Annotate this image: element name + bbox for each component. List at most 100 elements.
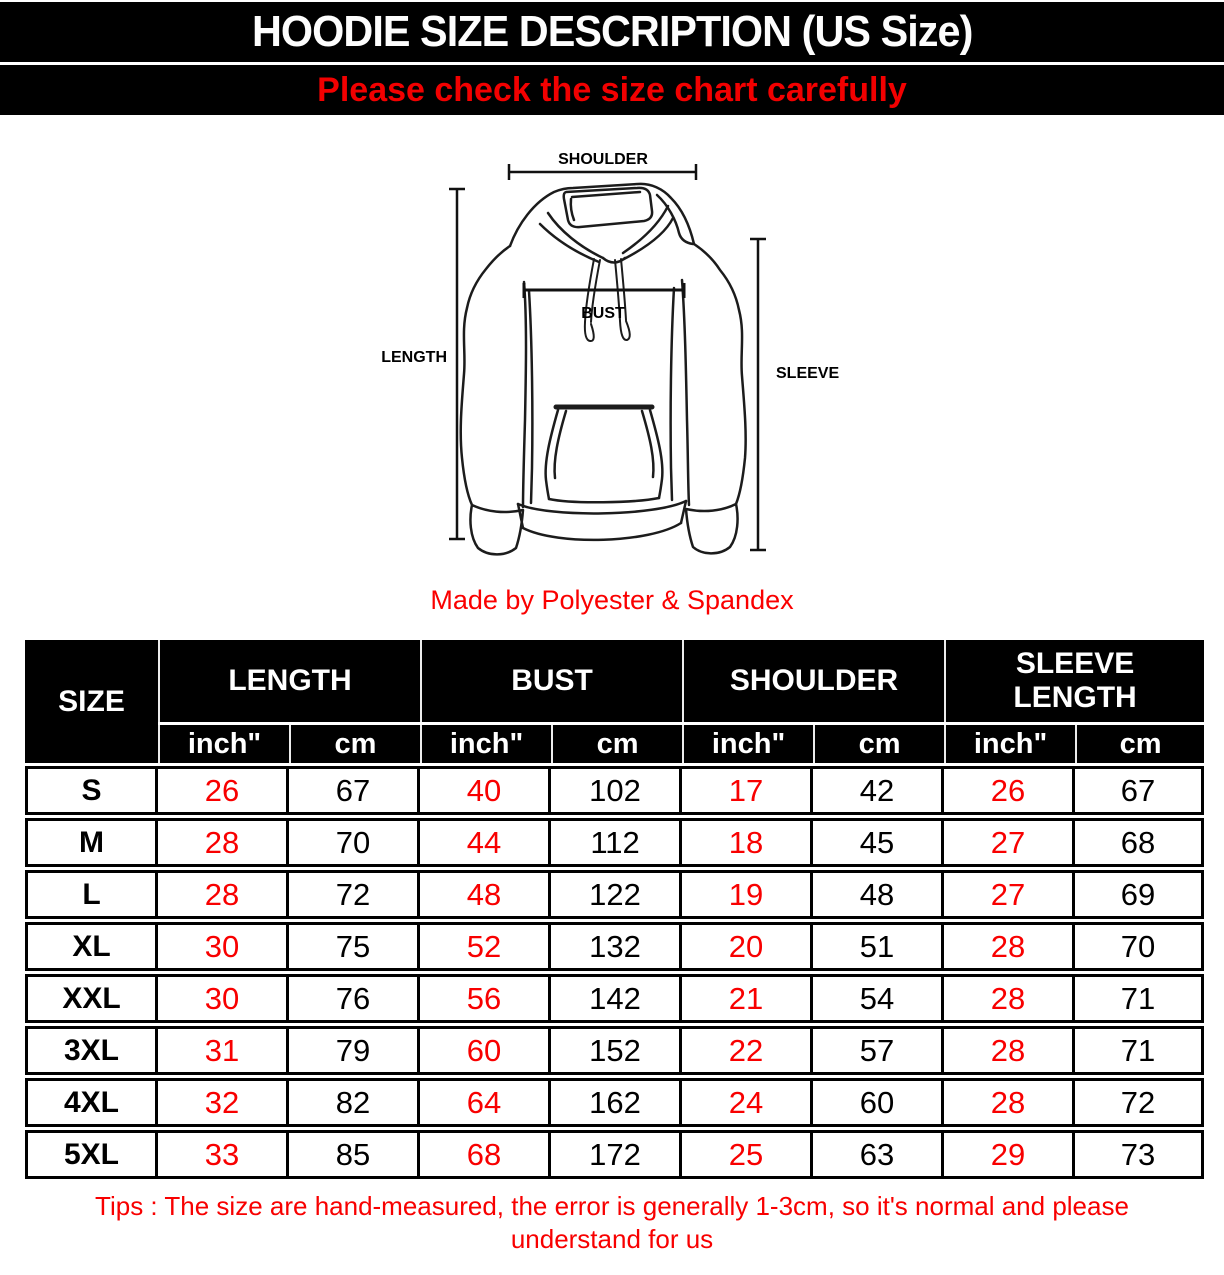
- measurement-cell: 68: [1075, 818, 1205, 867]
- hoodie-measurement-diagram: SHOULDER LENGTH SLEEVE BUST: [0, 115, 1224, 585]
- table-row: L 28 72 48 122 19 48 27 69: [25, 870, 1205, 919]
- measurement-cell: 67: [1075, 766, 1205, 815]
- pocket-left-inner: [553, 409, 568, 480]
- measurement-cell: 152: [551, 1026, 683, 1075]
- measurement-cell: 64: [420, 1078, 552, 1127]
- measurement-cell: 28: [944, 922, 1076, 971]
- right-cuff: [684, 502, 739, 555]
- table-unit-header-row: inch" cm inch" cm inch" cm inch" cm: [25, 725, 1205, 763]
- hood-right-fold: [621, 204, 670, 255]
- unit-header-cm: cm: [289, 725, 421, 763]
- table-row: XXL 30 76 56 142 21 54 28 71: [25, 974, 1205, 1023]
- unit-header-inch: inch": [158, 725, 289, 763]
- hood-right-flap: [655, 193, 695, 246]
- measurement-cell: 122: [551, 870, 683, 919]
- measurement-cell: 17: [682, 766, 814, 815]
- sleeve-measure-line: [750, 237, 766, 552]
- measurement-cell: 24: [682, 1078, 814, 1127]
- waistband-right-cap: [679, 499, 688, 525]
- measurement-cell: 57: [813, 1026, 945, 1075]
- table-row: 5XL 33 85 68 172 25 63 29 73: [25, 1130, 1205, 1179]
- bust-measure-line: [522, 283, 686, 298]
- measurement-cell: 82: [289, 1078, 421, 1127]
- measurement-cell: 73: [1075, 1130, 1205, 1179]
- measurement-cell: 25: [682, 1130, 814, 1179]
- size-cell: M: [25, 818, 158, 867]
- length-measure-line: [449, 187, 465, 541]
- table-row: S 26 67 40 102 17 42 26 67: [25, 766, 1205, 815]
- measurement-cell: 79: [289, 1026, 421, 1075]
- measurement-cell: 71: [1075, 1026, 1205, 1075]
- size-chart-table: SIZE LENGTH BUST SHOULDER SLEEVE LENGTH …: [25, 637, 1205, 1182]
- length-group-header: LENGTH: [158, 640, 421, 722]
- hood-opening: [562, 186, 654, 229]
- measurement-cell: 26: [158, 766, 289, 815]
- drawstrings: [583, 258, 631, 343]
- sleeve-length-group-header: SLEEVE LENGTH: [944, 640, 1205, 722]
- bust-group-header: BUST: [420, 640, 683, 722]
- size-cell: 5XL: [25, 1130, 158, 1179]
- measurement-cell: 42: [813, 766, 945, 815]
- size-cell: 4XL: [25, 1078, 158, 1127]
- measurement-cell: 72: [1075, 1078, 1205, 1127]
- measurement-cell: 28: [158, 818, 289, 867]
- measurement-cell: 22: [682, 1026, 814, 1075]
- measurement-cell: 52: [420, 922, 552, 971]
- hood-left-fold: [546, 211, 605, 260]
- hoodie-drawing: [459, 182, 747, 556]
- measurement-cell: 26: [944, 766, 1076, 815]
- subtitle-banner: Please check the size chart carefully: [0, 65, 1224, 115]
- measurement-cell: 71: [1075, 974, 1205, 1023]
- unit-header-cm: cm: [551, 725, 683, 763]
- measurement-cell: 28: [944, 1026, 1076, 1075]
- measurement-cell: 29: [944, 1130, 1076, 1179]
- unit-header-inch: inch": [944, 725, 1076, 763]
- measurement-cell: 48: [813, 870, 945, 919]
- size-cell: S: [25, 766, 158, 815]
- unit-header-inch: inch": [420, 725, 552, 763]
- measurement-cell: 60: [813, 1078, 945, 1127]
- measurement-cell: 70: [1075, 922, 1205, 971]
- pocket-right-inner: [640, 409, 655, 479]
- measurement-cell: 67: [289, 766, 421, 815]
- measurement-cell: 142: [551, 974, 683, 1023]
- measurement-cell: 40: [420, 766, 552, 815]
- collar-v-bottom: [601, 256, 627, 264]
- table-row: M 28 70 44 112 18 45 27 68: [25, 818, 1205, 867]
- measurement-cell: 102: [551, 766, 683, 815]
- measurement-cell: 30: [158, 974, 289, 1023]
- unit-header-inch: inch": [682, 725, 814, 763]
- unit-header-cm: cm: [1075, 725, 1205, 763]
- measurement-cell: 19: [682, 870, 814, 919]
- size-cell: 3XL: [25, 1026, 158, 1075]
- measurement-cell: 33: [158, 1130, 289, 1179]
- left-sleeve-inner: [521, 280, 528, 509]
- measurement-cell: 31: [158, 1026, 289, 1075]
- body-left-edge: [527, 289, 534, 505]
- measurement-cell: 28: [944, 1078, 1076, 1127]
- bust-label: BUST: [581, 305, 625, 322]
- pocket-left-outer: [544, 408, 560, 501]
- hood-left-fold: [538, 222, 601, 264]
- right-sleeve-inner: [680, 278, 691, 507]
- measurement-cell: 60: [420, 1026, 552, 1075]
- shoulder-measure-line: [507, 164, 698, 180]
- size-cell: L: [25, 870, 158, 919]
- table-row: 4XL 32 82 64 162 24 60 28 72: [25, 1078, 1205, 1127]
- left-sleeve-outer: [459, 244, 512, 507]
- measurement-cell: 85: [289, 1130, 421, 1179]
- size-cell: XL: [25, 922, 158, 971]
- measurement-cell: 51: [813, 922, 945, 971]
- hood-opening-inner-line: [569, 197, 576, 222]
- measurement-cell: 27: [944, 818, 1076, 867]
- measurement-cell: 162: [551, 1078, 683, 1127]
- length-label: LENGTH: [381, 349, 447, 366]
- tips-note: Tips : The size are hand-measured, the e…: [0, 1190, 1224, 1256]
- measurement-cell: 69: [1075, 870, 1205, 919]
- measurement-cell: 30: [158, 922, 289, 971]
- material-note: Made by Polyester & Spandex: [430, 585, 794, 615]
- waistband-left-cap: [516, 502, 525, 530]
- size-column-header: SIZE: [25, 640, 158, 763]
- size-cell: XXL: [25, 974, 158, 1023]
- table-group-header-row: SIZE LENGTH BUST SHOULDER SLEEVE LENGTH: [25, 640, 1205, 763]
